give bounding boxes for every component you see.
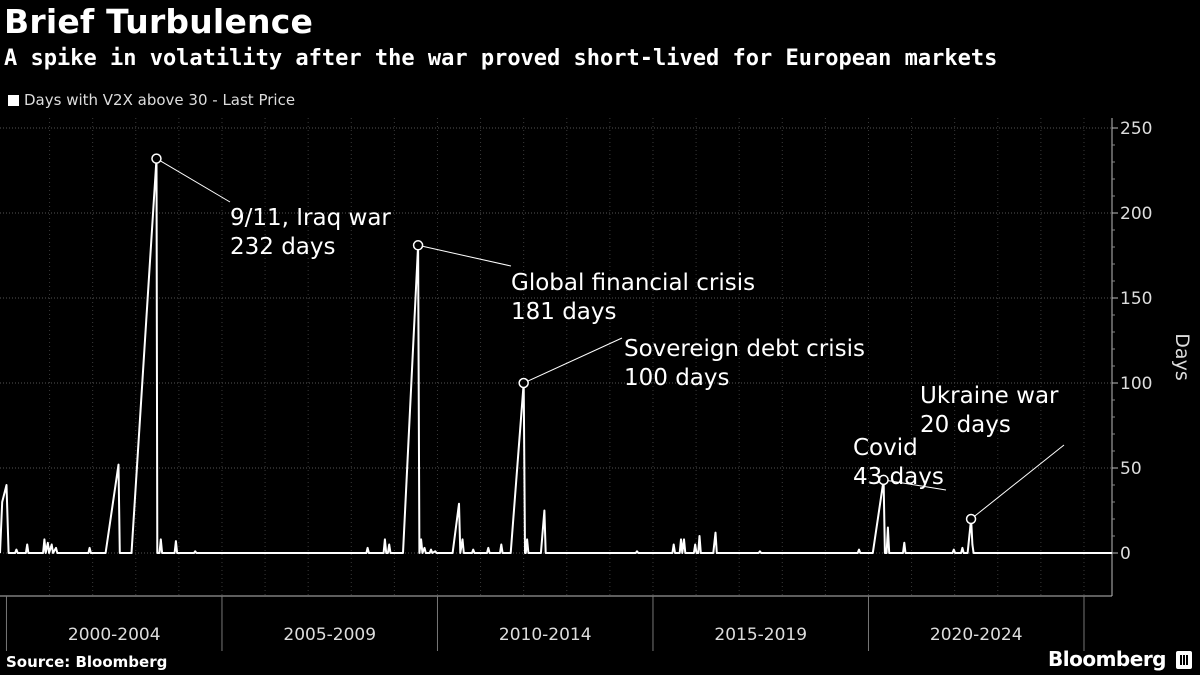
brand-logo: Bloomberg (1048, 647, 1166, 671)
legend-swatch (8, 94, 19, 106)
x-category-label: 2010-2014 (499, 625, 592, 645)
annotation-label: 232 days (230, 234, 336, 260)
y-tick-label: 250 (1120, 119, 1152, 139)
annotation-label: 100 days (624, 365, 730, 391)
annotation-leader (883, 479, 947, 491)
annotation-leader (156, 158, 231, 203)
annotation-label: 9/11, Iraq war (230, 205, 391, 231)
annotation-label: 43 days (853, 464, 944, 490)
annotation-leader (523, 337, 623, 384)
annotation-label: Sovereign debt crisis (624, 336, 865, 362)
annotation-leader (970, 444, 1065, 520)
x-category-label: 2005-2009 (283, 625, 376, 645)
annotation-leader (417, 244, 512, 267)
y-tick-label: 0 (1120, 544, 1131, 564)
legend-label: Days with V2X above 30 - Last Price (24, 91, 296, 109)
annotation-marker (412, 240, 424, 251)
chart-title: Brief Turbulence (4, 2, 314, 41)
y-tick-label: 150 (1120, 289, 1152, 309)
annotation-label: Ukraine war (920, 383, 1059, 409)
y-tick-label: 50 (1120, 459, 1142, 479)
y-tick-label: 100 (1120, 374, 1152, 394)
chart-subtitle: A spike in volatility after the war prov… (4, 46, 998, 71)
annotation-label: Covid (853, 435, 918, 461)
annotation-label: 20 days (920, 412, 1011, 438)
annotation-marker (151, 153, 162, 164)
source-note: Source: Bloomberg (6, 653, 168, 671)
annotation-label: 181 days (511, 299, 617, 325)
annotation-marker (518, 377, 529, 389)
y-tick-label: 200 (1120, 204, 1152, 224)
x-category-label: 2020-2024 (930, 625, 1023, 645)
legend: Days with V2X above 30 - Last Price (8, 91, 295, 109)
x-category-label: 2000-2004 (68, 625, 161, 645)
series-line (0, 157, 1112, 554)
annotation-marker (878, 474, 889, 486)
annotation-label: Global financial crisis (511, 270, 755, 296)
x-category-label: 2015-2019 (714, 625, 807, 645)
terminal-icon (1176, 651, 1192, 669)
annotation-marker (965, 513, 977, 525)
y-axis-label: Days (1171, 333, 1193, 380)
